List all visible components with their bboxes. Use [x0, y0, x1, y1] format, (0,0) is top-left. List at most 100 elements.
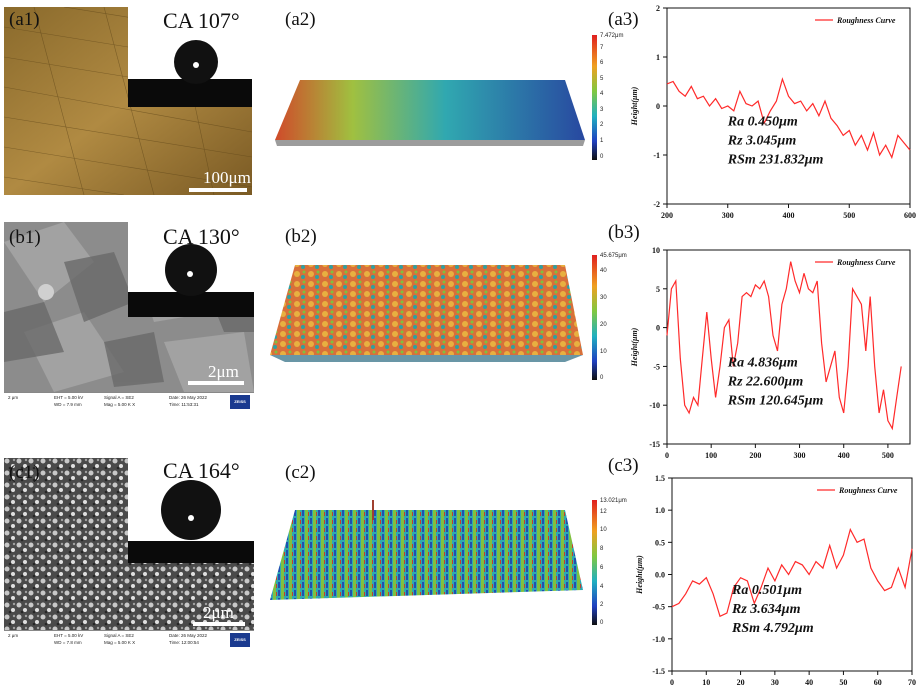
droplet-image-c: [128, 458, 254, 563]
x-tick-label: 0: [670, 678, 674, 687]
sem-info-scale: 2 μm: [8, 395, 19, 400]
surface-3d-b: [265, 260, 585, 375]
colorbar-a-tick: 5: [600, 76, 604, 82]
label-c2: (c2): [285, 462, 316, 483]
surface-3d-a: [265, 70, 585, 170]
colorbar-a: [592, 35, 597, 160]
y-axis-label: Height(μm): [630, 327, 639, 367]
scale-bar-b: [188, 381, 244, 385]
y-tick-label: -10: [649, 401, 660, 410]
x-tick-label: 300: [794, 451, 806, 460]
colorbar-b-tick: 40: [600, 268, 607, 274]
y-axis-label: Height(μm): [635, 555, 644, 595]
x-tick-label: 400: [838, 451, 850, 460]
y-tick-label: 5: [656, 285, 660, 294]
legend-label: Roughness Curve: [836, 258, 896, 267]
colorbar-c-tick: 12: [600, 509, 607, 515]
y-tick-label: 1.5: [655, 474, 665, 483]
colorbar-b-tick: 10: [600, 349, 607, 355]
x-tick-label: 600: [904, 211, 916, 220]
y-axis-label: Height(μm): [630, 86, 639, 126]
surface-3d-c: [265, 500, 585, 610]
roughness-chart-a3: 200 300 400 500 600 -2 -1 0 1 2 Height(μm) Roughnes…: [630, 4, 916, 220]
sem-info-eht: EHT = 5.00 kV: [54, 395, 84, 400]
colorbar-b-tick: 20: [600, 322, 607, 328]
roughness-annotation: Ra 4.836μm: [727, 355, 798, 370]
colorbar-c: [592, 500, 597, 625]
y-tick-label: 0.5: [655, 538, 665, 547]
colorbar-c-tick: 8: [600, 546, 604, 552]
x-tick-label: 500: [882, 451, 894, 460]
y-tick-label: -15: [649, 440, 660, 449]
legend-label: Roughness Curve: [836, 16, 896, 25]
label-b1: (b1): [9, 227, 41, 248]
roughness-annotation: Rz 3.045μm: [727, 134, 797, 149]
plot-frame: [671, 477, 913, 672]
y-tick-label: -1: [653, 151, 660, 160]
colorbar-c-tick: 10: [600, 527, 607, 533]
y-tick-label: -5: [653, 362, 660, 371]
sem-info-time: Time: 12:00:54: [169, 640, 199, 645]
colorbar-c-tick: 2: [600, 602, 604, 608]
colorbar-a-tick: 2: [600, 122, 604, 128]
colorbar-a-max: 7.472μm: [600, 33, 624, 39]
colorbar-c-max: 13.021μm: [600, 498, 627, 504]
x-tick-label: 0: [665, 451, 669, 460]
sem-info-scale: 2 μm: [8, 633, 19, 638]
roughness-annotation: Rz 22.600μm: [727, 374, 804, 389]
sem-info-time: Time: 11:53:31: [169, 402, 199, 407]
label-b2: (b2): [285, 226, 317, 247]
contact-angle-a: CA 107°: [163, 8, 240, 33]
y-tick-label: -2: [653, 200, 660, 209]
x-tick-label: 30: [771, 678, 779, 687]
colorbar-a-tick: 4: [600, 91, 604, 97]
sem-info-date: Date: 26 May 2022: [169, 633, 208, 638]
colorbar-b: [592, 255, 597, 380]
colorbar-b-tick: 0: [600, 375, 604, 381]
roughness-annotation: Ra 0.450μm: [727, 115, 798, 130]
scale-bar-a: [189, 188, 247, 192]
scale-bar-text-c: 2μm: [203, 603, 234, 622]
label-a3: (a3): [608, 9, 639, 30]
x-tick-label: 100: [705, 451, 717, 460]
scale-bar-c: [193, 622, 245, 626]
label-a2: (a2): [285, 9, 316, 30]
sem-info-signal: Signal A = SE2: [104, 633, 134, 638]
roughness-annotation: RSm 231.832μm: [727, 153, 824, 168]
label-c3: (c3): [608, 455, 639, 476]
y-tick-label: 1.0: [655, 506, 665, 515]
roughness-annotation: RSm 120.645μm: [727, 393, 824, 408]
x-tick-label: 300: [722, 211, 734, 220]
x-tick-label: 60: [874, 678, 882, 687]
label-c1: (c1): [9, 462, 40, 483]
x-tick-label: 200: [749, 451, 761, 460]
zeiss-logo: ZEISS: [230, 395, 250, 409]
colorbar-a-tick: 7: [600, 45, 604, 51]
x-tick-label: 20: [737, 678, 745, 687]
sem-info-wd: WD = 7.9 mm: [54, 402, 82, 407]
colorbar-c-tick: 4: [600, 584, 604, 590]
roughness-curve-line: [666, 261, 902, 431]
zeiss-logo: ZEISS: [230, 633, 250, 647]
roughness-curve-line: [671, 527, 913, 618]
plot-frame: [666, 249, 911, 445]
scale-bar-text-a: 100μm: [203, 168, 251, 187]
y-tick-label: -1.0: [652, 635, 665, 644]
x-tick-label: 10: [702, 678, 710, 687]
y-tick-label: 2: [656, 4, 660, 13]
roughness-chart-c3: 0 10 20 30 40 50 60 70 -1.5 -1.0 -0.5 0.0 0.5 1.0 1.5 H…: [635, 474, 916, 687]
legend-label: Roughness Curve: [838, 486, 898, 495]
y-tick-label: -1.5: [652, 667, 665, 676]
droplet-image-b: [128, 222, 254, 317]
sem-info-bar-b: 2 μm EHT = 5.00 kV WD = 7.9 mm Signal A …: [4, 392, 254, 411]
x-tick-label: 50: [839, 678, 847, 687]
y-tick-label: 10: [652, 246, 660, 255]
roughness-curve-line: [666, 77, 911, 160]
x-tick-label: 40: [805, 678, 813, 687]
y-tick-label: -0.5: [652, 603, 665, 612]
x-tick-label: 200: [661, 211, 673, 220]
contact-angle-c: CA 164°: [163, 458, 240, 483]
colorbar-c-tick: 0: [600, 620, 604, 626]
colorbar-b-tick: 30: [600, 295, 607, 301]
colorbar-a-tick: 1: [600, 138, 604, 144]
